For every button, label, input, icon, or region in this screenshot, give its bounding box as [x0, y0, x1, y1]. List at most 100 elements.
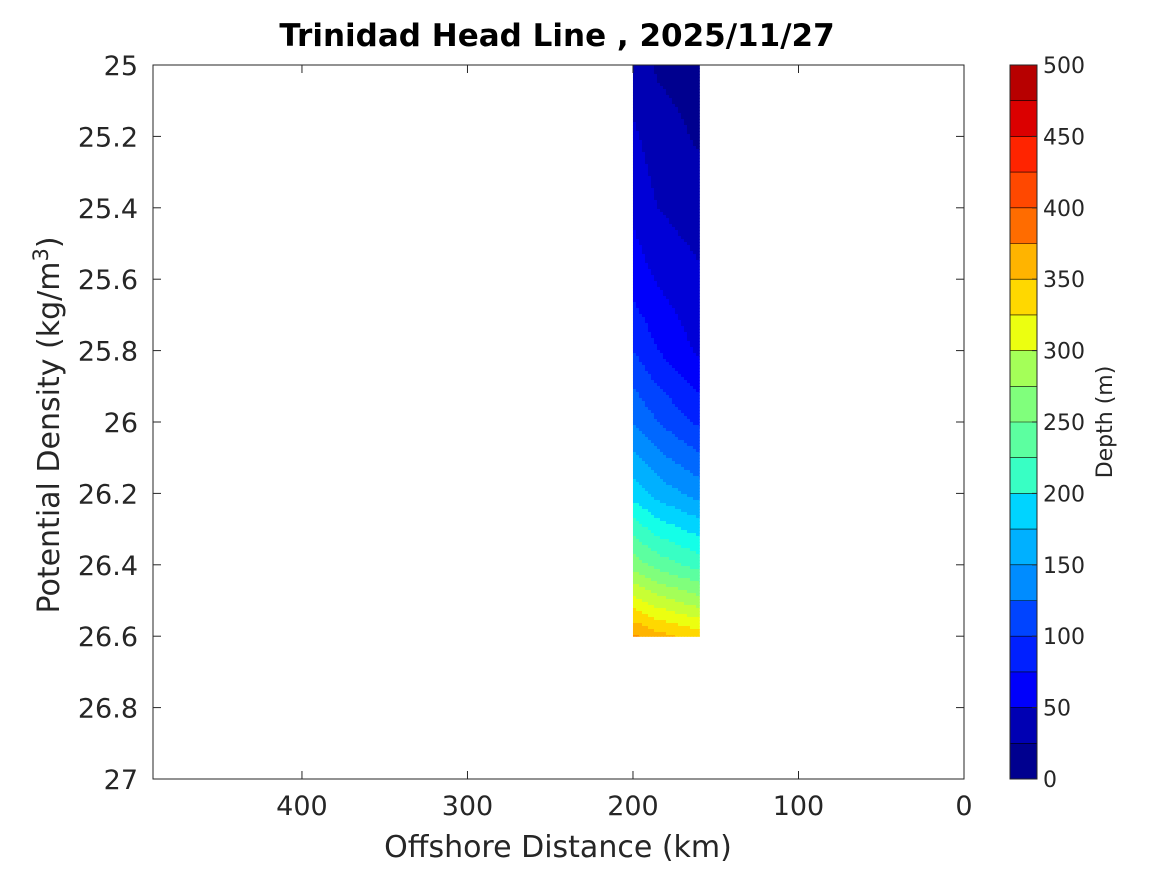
contour-cell	[638, 362, 643, 366]
contour-cell	[644, 443, 649, 447]
contour-cell	[671, 71, 676, 75]
contour-cell	[677, 572, 682, 576]
contour-cell	[692, 449, 697, 453]
contour-cell	[641, 80, 646, 84]
contour-cell	[674, 260, 679, 264]
contour-cell	[698, 113, 700, 117]
contour-cell	[650, 602, 655, 606]
contour-cell	[659, 71, 664, 75]
contour-cell	[632, 98, 637, 102]
contour-cell	[689, 233, 694, 237]
contour-cell	[647, 341, 652, 345]
contour-cell	[695, 260, 700, 264]
contour-cell	[692, 560, 697, 564]
contour-cell	[656, 260, 661, 264]
contour-cell	[674, 299, 679, 303]
contour-cell	[668, 299, 673, 303]
contour-cell	[695, 431, 700, 435]
contour-cell	[641, 599, 646, 603]
contour-cell	[656, 77, 661, 81]
contour-cell	[677, 542, 682, 546]
contour-cell	[695, 74, 700, 78]
contour-cell	[659, 68, 664, 72]
contour-cell	[671, 227, 676, 231]
contour-cell	[677, 461, 682, 465]
contour-cell	[689, 569, 694, 573]
contour-cell	[653, 389, 658, 393]
contour-cell	[644, 611, 649, 615]
contour-cell	[644, 152, 649, 156]
contour-cell	[650, 341, 655, 345]
contour-cell	[677, 194, 682, 198]
contour-cell	[665, 566, 670, 570]
contour-cell	[689, 245, 694, 249]
contour-cell	[644, 548, 649, 552]
contour-cell	[695, 440, 700, 444]
contour-cell	[671, 146, 676, 150]
contour-cell	[686, 254, 691, 258]
contour-cell	[638, 65, 643, 69]
contour-cell	[656, 371, 661, 375]
contour-cell	[677, 506, 682, 510]
contour-cell	[662, 443, 667, 447]
contour-cell	[644, 569, 649, 573]
contour-cell	[662, 254, 667, 258]
contour-cell	[638, 140, 643, 144]
contour-cell	[641, 290, 646, 294]
contour-cell	[644, 323, 649, 327]
contour-cell	[644, 176, 649, 180]
contour-cell	[650, 575, 655, 579]
contour-cell	[671, 377, 676, 381]
contour-cell	[650, 116, 655, 120]
contour-cell	[647, 467, 652, 471]
contour-cell	[695, 524, 700, 528]
contour-cell	[689, 167, 694, 171]
contour-cell	[644, 557, 649, 561]
contour-cell	[683, 485, 688, 489]
contour-cell	[656, 92, 661, 96]
contour-cell	[686, 125, 691, 129]
contour-cell	[683, 200, 688, 204]
contour-cell	[653, 146, 658, 150]
contour-cell	[695, 128, 700, 132]
contour-cell	[632, 461, 637, 465]
contour-cell	[677, 377, 682, 381]
contour-cell	[665, 377, 670, 381]
contour-cell	[698, 77, 700, 81]
contour-cell	[638, 272, 643, 276]
contour-cell	[692, 389, 697, 393]
contour-cell	[677, 560, 682, 564]
contour-cell	[671, 287, 676, 291]
contour-cell	[635, 452, 640, 456]
contour-cell	[635, 557, 640, 561]
contour-cell	[674, 359, 679, 363]
contour-cell	[677, 305, 682, 309]
contour-cell	[683, 77, 688, 81]
contour-cell	[641, 368, 646, 372]
contour-cell	[641, 608, 646, 612]
contour-cell	[680, 275, 685, 279]
colorbar-tick-label: 400	[1043, 197, 1085, 222]
contour-cell	[698, 110, 700, 114]
contour-cell	[638, 563, 643, 567]
contour-cell	[674, 533, 679, 537]
contour-cell	[680, 122, 685, 126]
contour-cell	[695, 290, 700, 294]
contour-cell	[677, 395, 682, 399]
contour-cell	[668, 95, 673, 99]
contour-cell	[653, 608, 658, 612]
contour-cell	[653, 347, 658, 351]
contour-cell	[692, 278, 697, 282]
contour-cell	[647, 395, 652, 399]
contour-cell	[671, 479, 676, 483]
contour-cell	[680, 188, 685, 192]
contour-cell	[632, 77, 637, 81]
contour-cell	[680, 377, 685, 381]
contour-cell	[683, 272, 688, 276]
contour-cell	[668, 176, 673, 180]
contour-cell	[668, 152, 673, 156]
contour-cell	[644, 389, 649, 393]
contour-cell	[650, 629, 655, 633]
contour-cell	[665, 131, 670, 135]
contour-cell	[641, 401, 646, 405]
